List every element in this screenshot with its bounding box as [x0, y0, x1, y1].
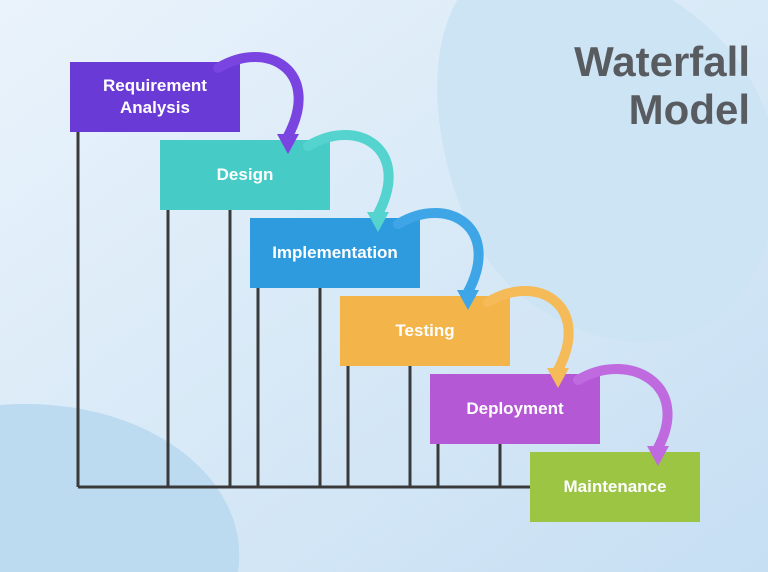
- baseline-arrow: [74, 477, 550, 497]
- drop-line-1: [166, 210, 170, 487]
- drop-line-6: [408, 366, 412, 487]
- drop-line-5: [346, 366, 350, 487]
- drop-line-8: [498, 444, 502, 487]
- title-line-2: Model: [480, 86, 750, 134]
- drop-line-4: [318, 288, 322, 487]
- drop-line-0: [76, 132, 80, 487]
- flow-arrow-4: [548, 320, 722, 478]
- drop-line-7: [436, 444, 440, 487]
- title-line-1: Waterfall: [480, 38, 750, 86]
- diagram-title: Waterfall Model: [480, 38, 750, 134]
- drop-line-3: [256, 288, 260, 487]
- drop-line-2: [228, 210, 232, 487]
